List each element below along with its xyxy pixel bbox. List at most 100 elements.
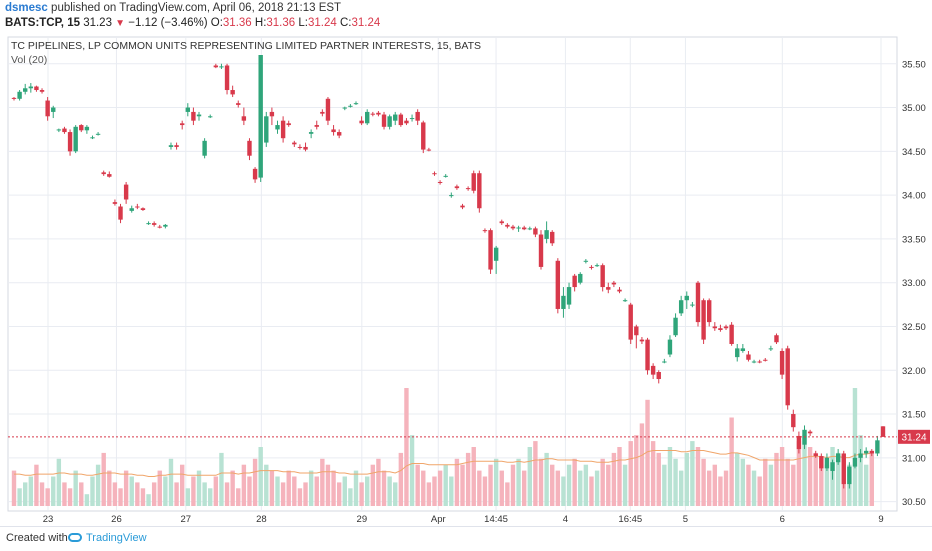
- volume-bar: [62, 482, 67, 506]
- volume-bar: [443, 464, 448, 506]
- x-tick-label: 29: [357, 514, 368, 525]
- candle-body: [493, 247, 499, 261]
- tradingview-logo[interactable]: TradingView: [68, 532, 147, 544]
- volume-bar: [135, 482, 140, 506]
- volume-bar: [426, 482, 432, 506]
- low-label: L:: [298, 17, 308, 29]
- volume-bar: [746, 464, 751, 506]
- volume-bar: [566, 464, 572, 506]
- x-tick-label: Apr: [431, 514, 446, 525]
- candle-body: [196, 114, 202, 117]
- candle-body: [185, 107, 190, 112]
- volume-bar: [707, 470, 712, 506]
- y-tick-label: 30.50: [902, 497, 926, 508]
- volume-bar: [157, 470, 162, 506]
- volume-bar: [17, 488, 22, 506]
- candle-body: [387, 116, 392, 127]
- volume-bar: [634, 435, 639, 506]
- time-axis[interactable]: 23 26 27 28 29 Apr 14:45 4 16:45 5 6 9: [43, 514, 884, 525]
- candle-body: [308, 132, 314, 134]
- candle-body: [779, 350, 785, 375]
- candle-body: [735, 348, 740, 358]
- candle-body: [550, 231, 555, 244]
- volume-bar: [269, 470, 275, 506]
- volume-bar: [835, 452, 841, 506]
- candle-body: [746, 354, 751, 360]
- candle-body: [824, 457, 830, 469]
- candle-body: [622, 300, 628, 302]
- candle-body: [617, 289, 622, 292]
- candle-body: [561, 295, 566, 309]
- candle-body: [796, 435, 802, 450]
- volume-bar: [286, 470, 291, 506]
- candle-body: [56, 129, 62, 131]
- candle-body: [247, 140, 252, 156]
- volume-bar: [852, 388, 858, 506]
- x-tick-label: 14:45: [484, 514, 508, 525]
- volume-bar: [230, 470, 235, 506]
- candle-body: [264, 116, 269, 143]
- volume-bar: [544, 452, 549, 506]
- volume-bar: [34, 464, 39, 506]
- volume-bar: [437, 470, 443, 506]
- volume-bar: [527, 447, 532, 506]
- volume-bar: [163, 476, 168, 506]
- volume-bar: [774, 452, 779, 506]
- candle-body: [583, 260, 589, 262]
- candle-body: [241, 116, 247, 121]
- candle-body: [280, 120, 286, 139]
- volume-bar: [185, 488, 190, 506]
- candle-body: [600, 265, 605, 288]
- candle-body: [34, 86, 39, 91]
- volume-indicator-label[interactable]: Vol (20): [11, 54, 48, 66]
- candle-body: [673, 317, 678, 336]
- candle-body: [202, 140, 207, 156]
- volume-bar: [863, 464, 869, 506]
- volume-bar: [757, 476, 762, 506]
- volume-bar: [684, 452, 689, 506]
- volume-bar: [561, 476, 566, 506]
- close-value: 31.24: [351, 17, 381, 29]
- volume-bar: [213, 476, 219, 506]
- candle-body: [875, 440, 880, 454]
- candle-body: [146, 223, 151, 225]
- candle-body: [224, 65, 230, 91]
- candle-body: [589, 266, 594, 268]
- volume-bar: [667, 447, 673, 506]
- chart-title: TC PIPELINES, LP COMMON UNITS REPRESENTI…: [11, 40, 482, 52]
- candle-body: [252, 168, 258, 180]
- author-link[interactable]: dsmesc: [5, 2, 48, 14]
- volume-bar: [191, 476, 196, 506]
- candle-body: [634, 326, 639, 336]
- volume-bar: [118, 488, 123, 506]
- price-chart[interactable]: 35.50 35.00 34.50 34.00 33.50 33.00 32.50 32.00…: [0, 0, 932, 526]
- candle-body: [555, 260, 561, 309]
- volume-bar: [224, 482, 230, 506]
- volume-bar: [23, 482, 28, 506]
- volume-bar: [381, 470, 387, 506]
- candle-body: [443, 175, 448, 177]
- volume-bar: [449, 476, 454, 506]
- volume-bar: [398, 452, 404, 506]
- candle-body: [236, 103, 241, 105]
- candle-body: [432, 173, 437, 175]
- volume-bar: [678, 470, 684, 506]
- candle-body: [449, 195, 454, 197]
- brand-name: TradingView: [86, 532, 147, 544]
- volume-bar: [202, 482, 207, 506]
- candle-body: [140, 208, 146, 211]
- volume-bar: [101, 452, 106, 506]
- volume-bar: [639, 423, 645, 506]
- y-tick-label: 34.00: [902, 191, 926, 202]
- candle-body: [841, 453, 846, 485]
- volume-bar: [751, 470, 757, 506]
- volume-bar: [555, 470, 561, 506]
- candle-body: [353, 103, 359, 105]
- candle-body: [336, 132, 342, 136]
- price-axis[interactable]: 35.50 35.00 34.50 34.00 33.50 33.00 32.50 32.00…: [902, 59, 926, 508]
- candle-body: [488, 230, 493, 270]
- candle-body: [409, 118, 415, 120]
- candle-body: [174, 145, 179, 147]
- volume-bar: [516, 458, 521, 506]
- volume-bar: [196, 470, 202, 506]
